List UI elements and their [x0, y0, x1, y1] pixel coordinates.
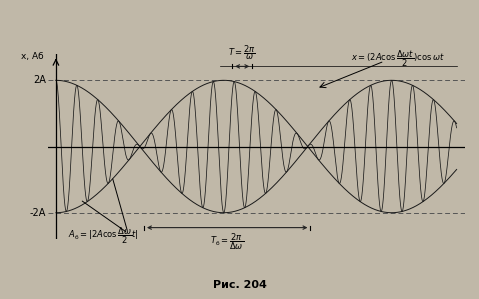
Text: $A_{\text{б}}=|2A\cos\dfrac{\Delta\omega}{2}t|$: $A_{\text{б}}=|2A\cos\dfrac{\Delta\omega…	[68, 225, 138, 245]
Text: -2A: -2A	[30, 208, 46, 218]
Text: 2A: 2A	[33, 75, 46, 85]
Text: x, Aб: x, Aб	[21, 52, 44, 61]
Text: Рис. 204: Рис. 204	[213, 280, 266, 290]
Text: $T=\dfrac{2\pi}{\omega}$: $T=\dfrac{2\pi}{\omega}$	[228, 44, 256, 62]
Text: $T_{\text{б}}=\dfrac{2\pi}{\Delta\omega}$: $T_{\text{б}}=\dfrac{2\pi}{\Delta\omega}…	[210, 232, 244, 252]
Text: $x=(2A\cos\dfrac{\Delta\omega t}{2})\cos\omega t$: $x=(2A\cos\dfrac{\Delta\omega t}{2})\cos…	[351, 48, 445, 69]
